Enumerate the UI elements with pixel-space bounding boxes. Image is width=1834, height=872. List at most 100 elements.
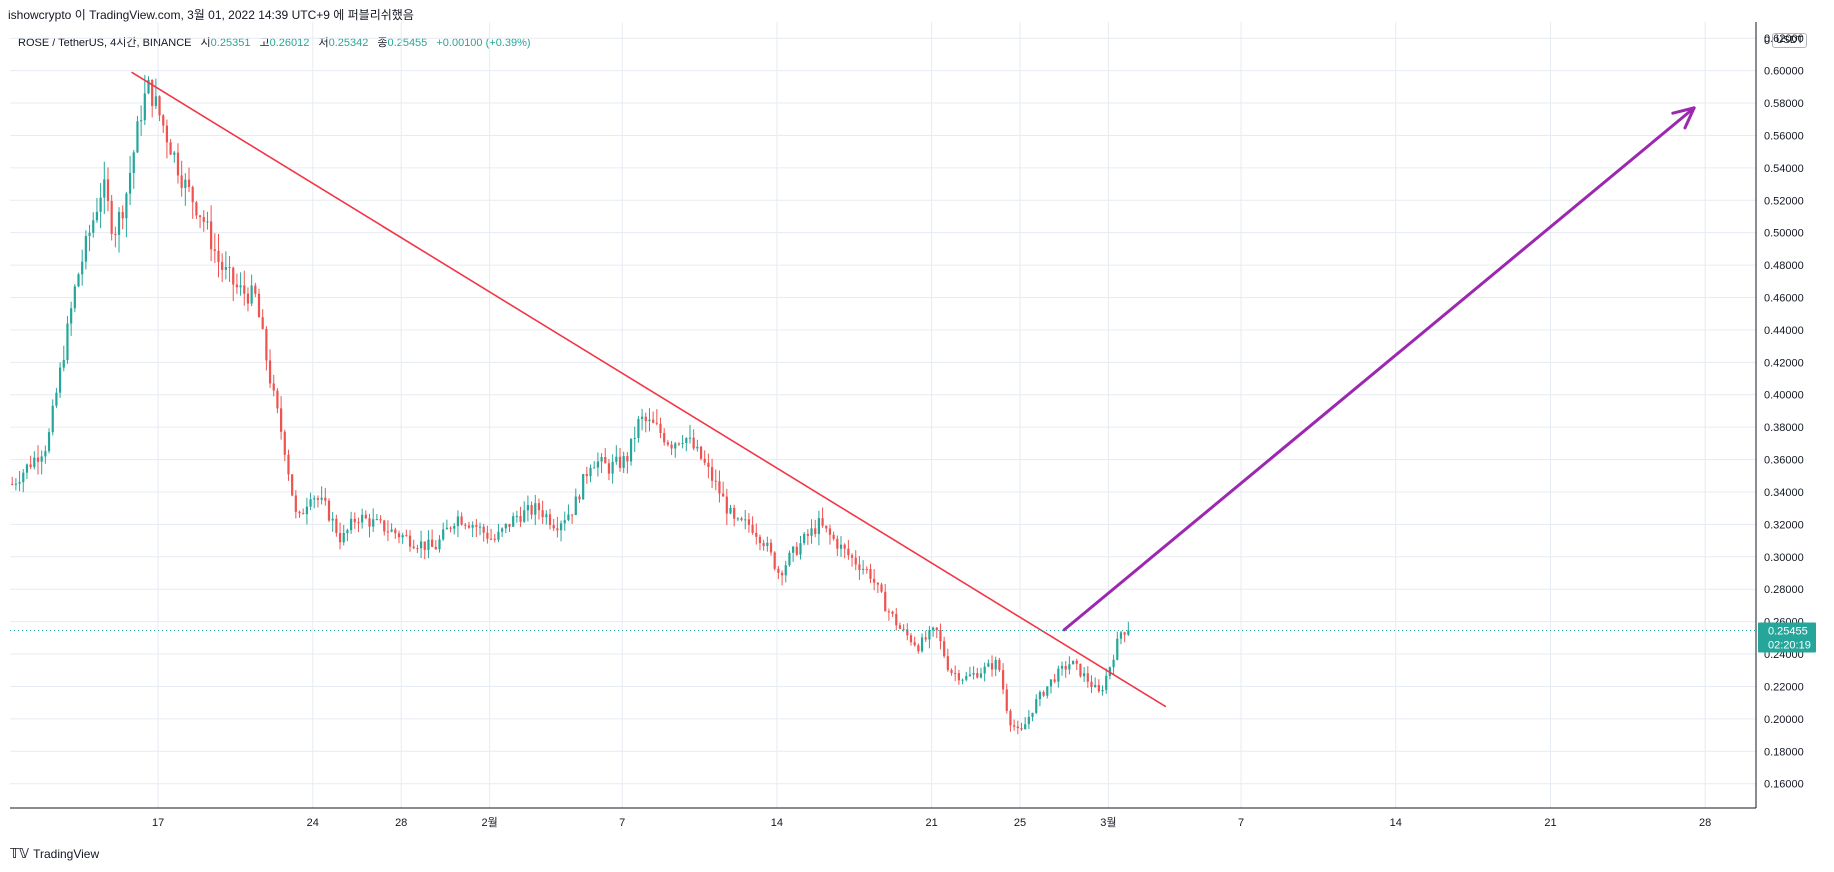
candle-body [766,542,769,546]
y-tick-label: 0.52000 [1764,195,1804,207]
candle-body [674,443,677,449]
candle-body [983,666,986,674]
candle-body [593,467,596,469]
chart-axes: 0.160000.180000.200000.220000.240000.260… [10,22,1816,829]
candle-body [1057,668,1060,682]
candle-body [416,548,419,550]
candle-body [1064,665,1067,670]
candle-body [464,524,467,526]
candle-body [884,591,887,612]
candle-body [121,212,124,219]
candle-body [268,360,272,384]
candle-body [419,541,423,549]
candle-body [1013,725,1016,727]
candle-body [375,519,378,521]
candle-body [644,416,647,422]
candle-body [744,519,747,521]
candle-body [954,672,957,674]
candle-body [990,663,994,670]
candle-body [895,613,898,626]
candle-body [762,543,765,546]
tradingview-logo-icon[interactable]: 𝕋𝕍 [10,846,30,861]
candle-body [467,525,471,528]
candle-body [1035,699,1038,713]
candle-body [825,525,828,529]
candle-body [563,520,566,524]
candle-body [40,456,43,462]
symbol-title[interactable]: ROSE / TetherUS, 4시간, BINANCE [18,37,192,49]
x-tick-label: 28 [395,817,407,829]
candlestick-series [11,74,1130,735]
low-label: 저 [318,37,329,49]
price-chart[interactable]: 0.160000.180000.200000.220000.240000.260… [0,0,1834,840]
candle-body [140,120,143,122]
candle-body [692,437,695,449]
candle-body [784,565,787,576]
candle-body [1020,728,1023,730]
candle-body [758,536,762,544]
candle-body [928,630,931,640]
candle-body [1112,659,1115,668]
candle-body [493,538,496,540]
candle-body [257,293,261,318]
candle-body [987,663,990,667]
candle-body [357,522,360,524]
candle-body [73,286,76,309]
candle-body [607,463,611,474]
candle-body [707,462,710,468]
candle-body [471,524,474,528]
candle-body [412,546,415,549]
candle-body [331,518,334,521]
candle-body [541,510,544,518]
candle-body [132,152,135,173]
candle-body [1060,665,1064,669]
candle-body [309,499,312,507]
candle-body [998,659,1001,671]
footer-brand[interactable]: TradingView [33,847,100,861]
y-tick-label: 0.28000 [1764,584,1804,596]
candle-body [320,497,323,500]
candle-body [810,528,813,536]
candle-body [773,552,776,569]
candle-body [147,79,150,94]
candle-body [47,432,51,452]
candle-body [585,474,588,477]
candle-body [217,250,220,262]
candle-body [210,221,213,250]
candle-body [699,446,703,459]
candle-body [876,582,879,585]
candle-body [427,539,430,550]
candle-body [103,179,106,198]
candle-body [386,531,390,533]
candle-body [22,472,25,483]
candle-body [70,308,73,324]
candle-body [600,457,603,462]
candle-body [151,79,154,107]
candle-body [1049,679,1053,687]
symbol-legend: ROSE / TetherUS, 4시간, BINANCE 시0.25351 고… [18,34,531,50]
candle-body [191,186,194,203]
candle-body [677,443,681,445]
y-tick-label: 0.48000 [1764,260,1804,272]
y-tick-label: 0 [1764,35,1770,47]
y-tick-label: 0.20000 [1764,714,1804,726]
candle-body [552,524,555,529]
candle-body [994,659,997,670]
candle-body [246,293,250,304]
candle-body [534,503,537,515]
candle-body [869,568,872,579]
y-tick-label: 0.40000 [1764,390,1804,402]
y-tick-label: 0.30000 [1764,552,1804,564]
candle-body [213,249,216,251]
candle-body [718,481,721,494]
currency-unit-button[interactable]: USDT [1772,33,1808,48]
candle-body [313,498,316,500]
y-tick-label: 0.42000 [1764,357,1804,369]
candle-body [515,516,518,518]
candle-body [361,514,364,523]
candle-body [902,628,905,630]
candle-body [305,506,308,515]
candle-body [799,543,802,555]
candle-body [1079,663,1082,677]
candle-body [1027,716,1030,725]
